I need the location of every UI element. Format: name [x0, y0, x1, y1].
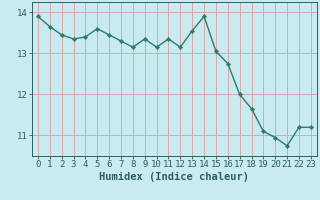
X-axis label: Humidex (Indice chaleur): Humidex (Indice chaleur)	[100, 172, 249, 182]
